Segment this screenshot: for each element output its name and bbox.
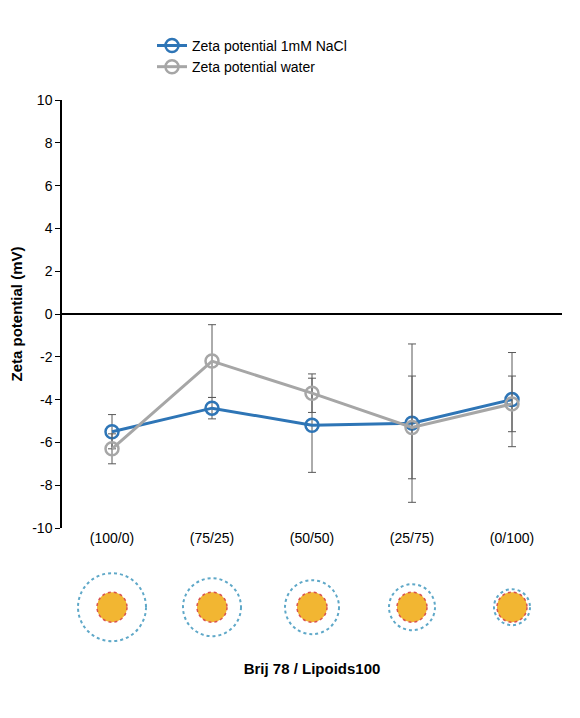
svg-text:4: 4: [45, 220, 53, 236]
svg-text:Zeta potential (mV): Zeta potential (mV): [8, 246, 25, 381]
svg-text:(50/50): (50/50): [290, 530, 334, 546]
svg-text:(75/25): (75/25): [190, 530, 234, 546]
svg-text:-4: -4: [40, 392, 53, 408]
svg-text:-10: -10: [32, 520, 52, 536]
svg-text:(25/75): (25/75): [390, 530, 434, 546]
svg-text:Zeta potential 1mM NaCl: Zeta potential 1mM NaCl: [192, 38, 347, 54]
svg-text:2: 2: [45, 263, 53, 279]
svg-text:-2: -2: [40, 349, 53, 365]
svg-text:8: 8: [45, 135, 53, 151]
svg-text:-8: -8: [40, 477, 53, 493]
svg-text:(0/100): (0/100): [490, 530, 534, 546]
svg-text:(100/0): (100/0): [90, 530, 134, 546]
svg-text:-6: -6: [40, 434, 53, 450]
svg-text:Zeta potential water: Zeta potential water: [192, 59, 315, 75]
svg-text:6: 6: [45, 178, 53, 194]
svg-text:Brij 78 / Lipoids100: Brij 78 / Lipoids100: [244, 660, 381, 677]
svg-text:10: 10: [37, 92, 53, 108]
svg-text:0: 0: [45, 306, 53, 322]
